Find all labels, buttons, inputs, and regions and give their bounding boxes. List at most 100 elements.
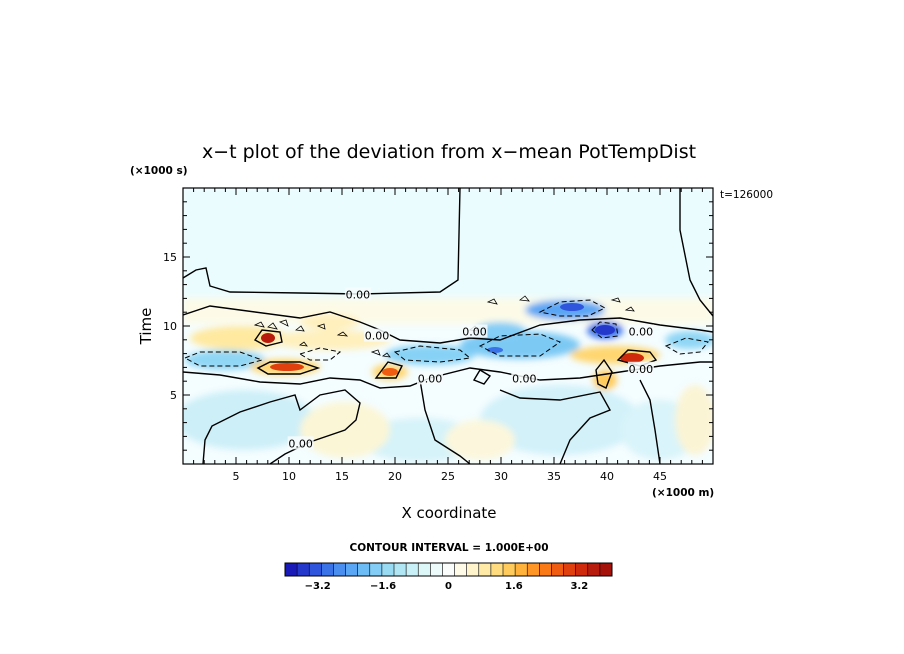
colorbar-swatch (309, 563, 322, 576)
y-tick-labels: 5 10 15 (163, 251, 177, 402)
contour-label: 0.00 (512, 372, 537, 385)
cold-spot (595, 325, 615, 335)
colorbar-swatch (575, 563, 589, 576)
colorbar-swatch (563, 563, 577, 576)
x-tick-label: 10 (282, 470, 296, 483)
contour-label-bg (363, 328, 390, 342)
contour-warm (253, 329, 283, 347)
colorbar-tick-label: 1.6 (505, 581, 523, 592)
contour-label: 0.00 (418, 372, 443, 385)
colorbar-swatch (466, 563, 480, 576)
x-tick-label: 25 (441, 470, 455, 483)
active-band-yellow (300, 314, 360, 330)
hot-spots (261, 303, 644, 376)
colorbar-tick-label: −3.2 (305, 581, 331, 592)
colorbar (284, 562, 613, 577)
contour-label: 0.00 (629, 363, 654, 376)
active-band-yellow (570, 346, 660, 364)
x-tick-label: 40 (600, 470, 614, 483)
colorbar-swatch (551, 563, 564, 576)
x-tick-label: 20 (388, 470, 402, 483)
colorbar-swatch (454, 563, 468, 576)
colorbar-swatch (394, 563, 407, 576)
contour-negative (591, 321, 619, 339)
cold-spot (560, 303, 584, 311)
colorbar-swatch (297, 563, 310, 576)
x-tick-label: 15 (335, 470, 349, 483)
x-unit-label: (×1000 m) (652, 487, 714, 499)
y-axis-label: Time (137, 308, 155, 346)
chart-title: x−t plot of the deviation from x−mean Po… (202, 141, 696, 163)
y-tick-label: 5 (170, 389, 177, 402)
colorbar-swatch (490, 563, 504, 576)
warm-spot (620, 353, 644, 363)
colorbar-swatch (587, 563, 601, 576)
plot-area: 0.00 0.00 0.00 0.00 0.00 0.00 0.00 0.00 (182, 187, 714, 465)
colorbar-swatch (381, 563, 395, 576)
colorbar-swatch (321, 563, 334, 576)
contour-label: 0.00 (346, 288, 371, 301)
x-tick-labels: 5 10 15 20 25 30 35 40 45 (233, 470, 668, 483)
colorbar-swatch (369, 563, 383, 576)
contour-zero-middle (183, 305, 713, 344)
warm-spot (382, 368, 398, 376)
contour-label-bg (511, 371, 538, 385)
warm-spot (270, 363, 304, 371)
contour-label: 0.00 (462, 326, 487, 339)
colorbar-swatch (285, 563, 298, 576)
y-tick-label: 15 (163, 251, 177, 264)
contour-zero-bottom-right (499, 389, 611, 464)
lower-cyan-blob (360, 418, 480, 462)
contour-zero-top-right (679, 188, 713, 317)
active-band-yellow (190, 326, 290, 350)
colorbar-swatch (539, 563, 552, 576)
contour-label-bg (287, 436, 314, 450)
x-tick-label: 5 (233, 470, 240, 483)
colorbar-swatch (406, 563, 419, 576)
contour-label-bg (416, 371, 443, 385)
contour-label: 0.00 (365, 330, 390, 343)
lower-cyan-blob (480, 385, 640, 455)
colorbar-swatch (442, 563, 455, 576)
contour-zero-top (183, 188, 461, 295)
colorbar-swatch (418, 563, 431, 576)
contour-zero-bottom-left (202, 389, 361, 464)
ticks (183, 188, 713, 464)
colorbar-swatch (345, 563, 359, 576)
contour-label-bg (627, 361, 654, 375)
warm-spot (261, 333, 275, 343)
y-unit-label: (×1000 s) (130, 165, 188, 177)
contour-small (472, 369, 492, 385)
colorbar-swatch (333, 563, 346, 576)
contour-negative (298, 347, 342, 361)
colorbar-swatch (503, 563, 516, 576)
contour-label-bg (627, 324, 654, 338)
x-axis-label: X coordinate (401, 504, 496, 522)
lower-yellow-blob (445, 420, 515, 460)
time-stamp: t=126000 (720, 189, 773, 201)
contour-negative (664, 337, 709, 355)
contour-label-bg (461, 324, 488, 338)
y-tick-label: 10 (163, 320, 177, 333)
colorbar-swatch (478, 563, 492, 576)
colorbar-swatch (599, 563, 613, 576)
contour-warm (256, 361, 321, 375)
heatmap-field (183, 188, 713, 462)
contour-interval-label: CONTOUR INTERVAL = 1.000E+00 (349, 542, 548, 554)
contour-negative (538, 299, 607, 317)
colorbar-tick-labels: −3.2 −1.6 0 1.6 3.2 (305, 581, 589, 592)
upper-band (183, 298, 713, 324)
colorbar-tick-label: 3.2 (570, 581, 588, 592)
colorbar-swatch (430, 563, 443, 576)
contour-negative (478, 333, 562, 357)
contour-label-bg (344, 287, 371, 301)
contour-labels: 0.00 0.00 0.00 0.00 0.00 0.00 0.00 0.00 (287, 287, 654, 450)
contour-negative (183, 351, 264, 367)
contour-label: 0.00 (288, 437, 313, 450)
cold-spot (487, 347, 503, 353)
contour-warm (595, 358, 613, 389)
colorbar-swatch (527, 563, 540, 576)
contour-warm (374, 361, 404, 379)
x-tick-label: 35 (547, 470, 561, 483)
